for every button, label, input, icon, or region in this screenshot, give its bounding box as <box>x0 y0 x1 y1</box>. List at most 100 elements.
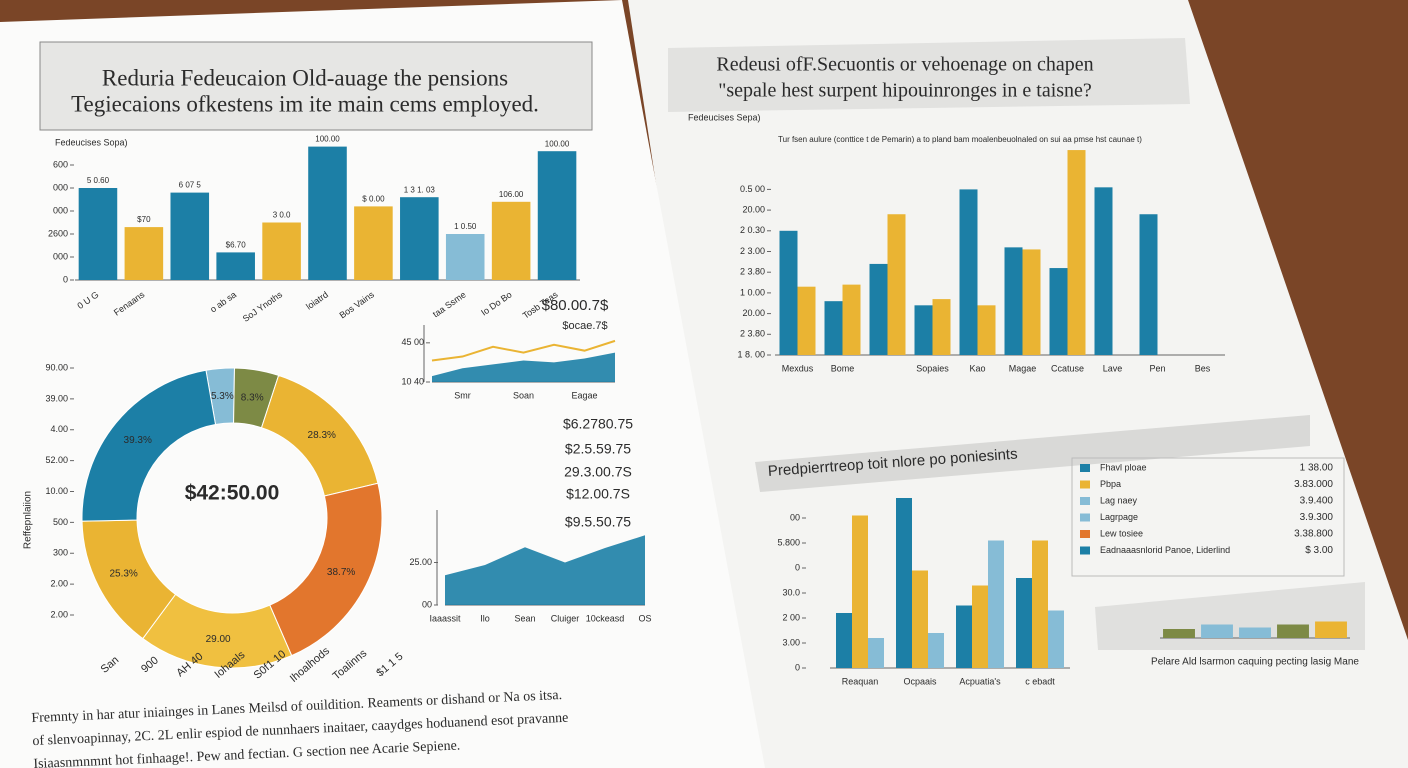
x-tick-label: Sopaies <box>916 363 949 373</box>
data-label: 39.3% <box>124 435 152 446</box>
x-tick-label: Lave <box>1103 363 1123 373</box>
bar <box>868 638 884 668</box>
legend-label: Eadnaaasnlorid Panoe, Liderlind <box>1100 545 1230 555</box>
y-tick-label: 00 <box>790 512 800 522</box>
bar <box>1016 578 1032 668</box>
annotation: $12.00.7S <box>566 486 630 502</box>
x-tick-label: OS <box>638 613 651 623</box>
bar <box>354 206 393 280</box>
data-label: 29.00 <box>206 634 231 645</box>
legend-swatch <box>1080 497 1090 505</box>
x-tick-label: Soan <box>513 390 534 400</box>
x-tick-label: Kao <box>969 363 985 373</box>
bar <box>887 214 906 355</box>
legend-swatch <box>1080 530 1090 538</box>
x-tick-label: Mexdus <box>782 363 814 373</box>
bar <box>1277 624 1309 638</box>
y-tick-label: 0.5 00 <box>740 184 765 194</box>
x-tick-label: Ocpaais <box>903 676 937 686</box>
y-tick-label: 300 <box>53 548 68 558</box>
bar <box>1139 214 1158 355</box>
legend-swatch <box>1080 464 1090 472</box>
bar <box>1022 249 1041 355</box>
axis-label: Fedeucises Sopa) <box>55 137 128 147</box>
y-tick-label: 52.00 <box>45 455 68 465</box>
bar <box>779 230 798 355</box>
line <box>431 339 616 362</box>
y-tick-label: 20.00 <box>742 308 765 318</box>
bar <box>824 301 843 355</box>
legend-label: Pbpa <box>1100 479 1121 489</box>
annotation: $2.5.59.75 <box>565 441 631 457</box>
data-label: 28.3% <box>308 430 336 441</box>
y-tick-label: 2.00 <box>50 609 68 619</box>
bar <box>956 605 972 668</box>
y-tick-label: 2 0.30 <box>740 225 765 235</box>
bar <box>1163 629 1195 638</box>
data-label: 100.00 <box>545 139 570 148</box>
subtitle: "sepale hest surpent hipouinronges in e … <box>718 80 1092 102</box>
subtitle: Tegiecaions ofkestens im ite main cems e… <box>71 91 539 116</box>
title-box <box>668 38 1190 112</box>
data-label: 5.3% <box>211 391 234 402</box>
annotation: 29.3.00.7S <box>564 464 632 480</box>
bar <box>445 234 485 280</box>
y-tick-label: 00 <box>422 599 432 609</box>
y-tick-label: 1 8. 00 <box>737 349 765 359</box>
bar <box>1067 150 1086 355</box>
y-tick-label: 25.00 <box>409 557 432 567</box>
title: Redeusi ofF.Secuontis or vehoenage on ch… <box>716 54 1093 76</box>
x-tick-label: Cluiger <box>551 613 580 623</box>
legend-value: 3.9.300 <box>1300 512 1334 523</box>
area <box>432 352 615 382</box>
bar <box>78 188 118 280</box>
axis-label: Reffepnlaiion <box>23 491 34 549</box>
y-tick-label: 600 <box>53 159 68 169</box>
bar <box>928 633 944 668</box>
x-tick-label: c ebadt <box>1025 676 1055 686</box>
data-label: 106.00 <box>499 190 524 199</box>
annotation: $9.5.50.75 <box>565 514 631 530</box>
data-label: 38.7% <box>327 567 355 578</box>
bar <box>836 613 852 668</box>
x-tick-label: Bome <box>831 363 855 373</box>
bar <box>1048 610 1064 668</box>
data-label: 3 0.0 <box>273 211 291 220</box>
y-tick-label: 2600 <box>48 228 68 238</box>
bar <box>896 498 912 668</box>
bar <box>959 189 978 355</box>
x-tick-label: Smr <box>454 390 471 400</box>
data-label: 8.3% <box>241 392 264 403</box>
legend-label: Lew tosiee <box>1100 528 1143 538</box>
y-tick-label: 0 <box>63 274 68 284</box>
bar <box>869 263 888 355</box>
y-tick-label: 90.00 <box>45 362 68 372</box>
bar <box>1239 627 1271 638</box>
bar <box>1032 540 1048 668</box>
data-label: 25.3% <box>109 569 137 580</box>
y-tick-label: 000 <box>53 182 68 192</box>
y-tick-label: 5.800 <box>777 537 800 547</box>
data-label: 5 0.60 <box>87 176 110 185</box>
y-tick-label: 2 3.00 <box>740 246 765 256</box>
legend-value: 3.9.400 <box>1300 496 1334 507</box>
data-label: $ 0.00 <box>362 195 385 204</box>
donut-segment <box>81 369 217 522</box>
bar <box>1315 621 1347 638</box>
bar <box>124 227 164 280</box>
center-label: $42:50.00 <box>185 482 280 505</box>
annotation: $6.2780.75 <box>563 416 633 432</box>
caption: Pelare Ald lsarmon caquing pecting lasig… <box>1151 657 1359 668</box>
bar <box>308 146 347 280</box>
annotation: $ocae.7$ <box>562 320 607 332</box>
y-tick-label: 45 00 <box>401 337 424 347</box>
bar <box>842 284 861 355</box>
y-tick-label: 39.00 <box>45 393 68 403</box>
bar <box>400 197 439 280</box>
x-tick-label: Pen <box>1149 363 1165 373</box>
bar <box>491 201 531 280</box>
y-tick-label: 500 <box>53 517 68 527</box>
x-tick-label: Eagae <box>571 390 597 400</box>
x-tick-label: 10ckeasd <box>586 613 625 623</box>
